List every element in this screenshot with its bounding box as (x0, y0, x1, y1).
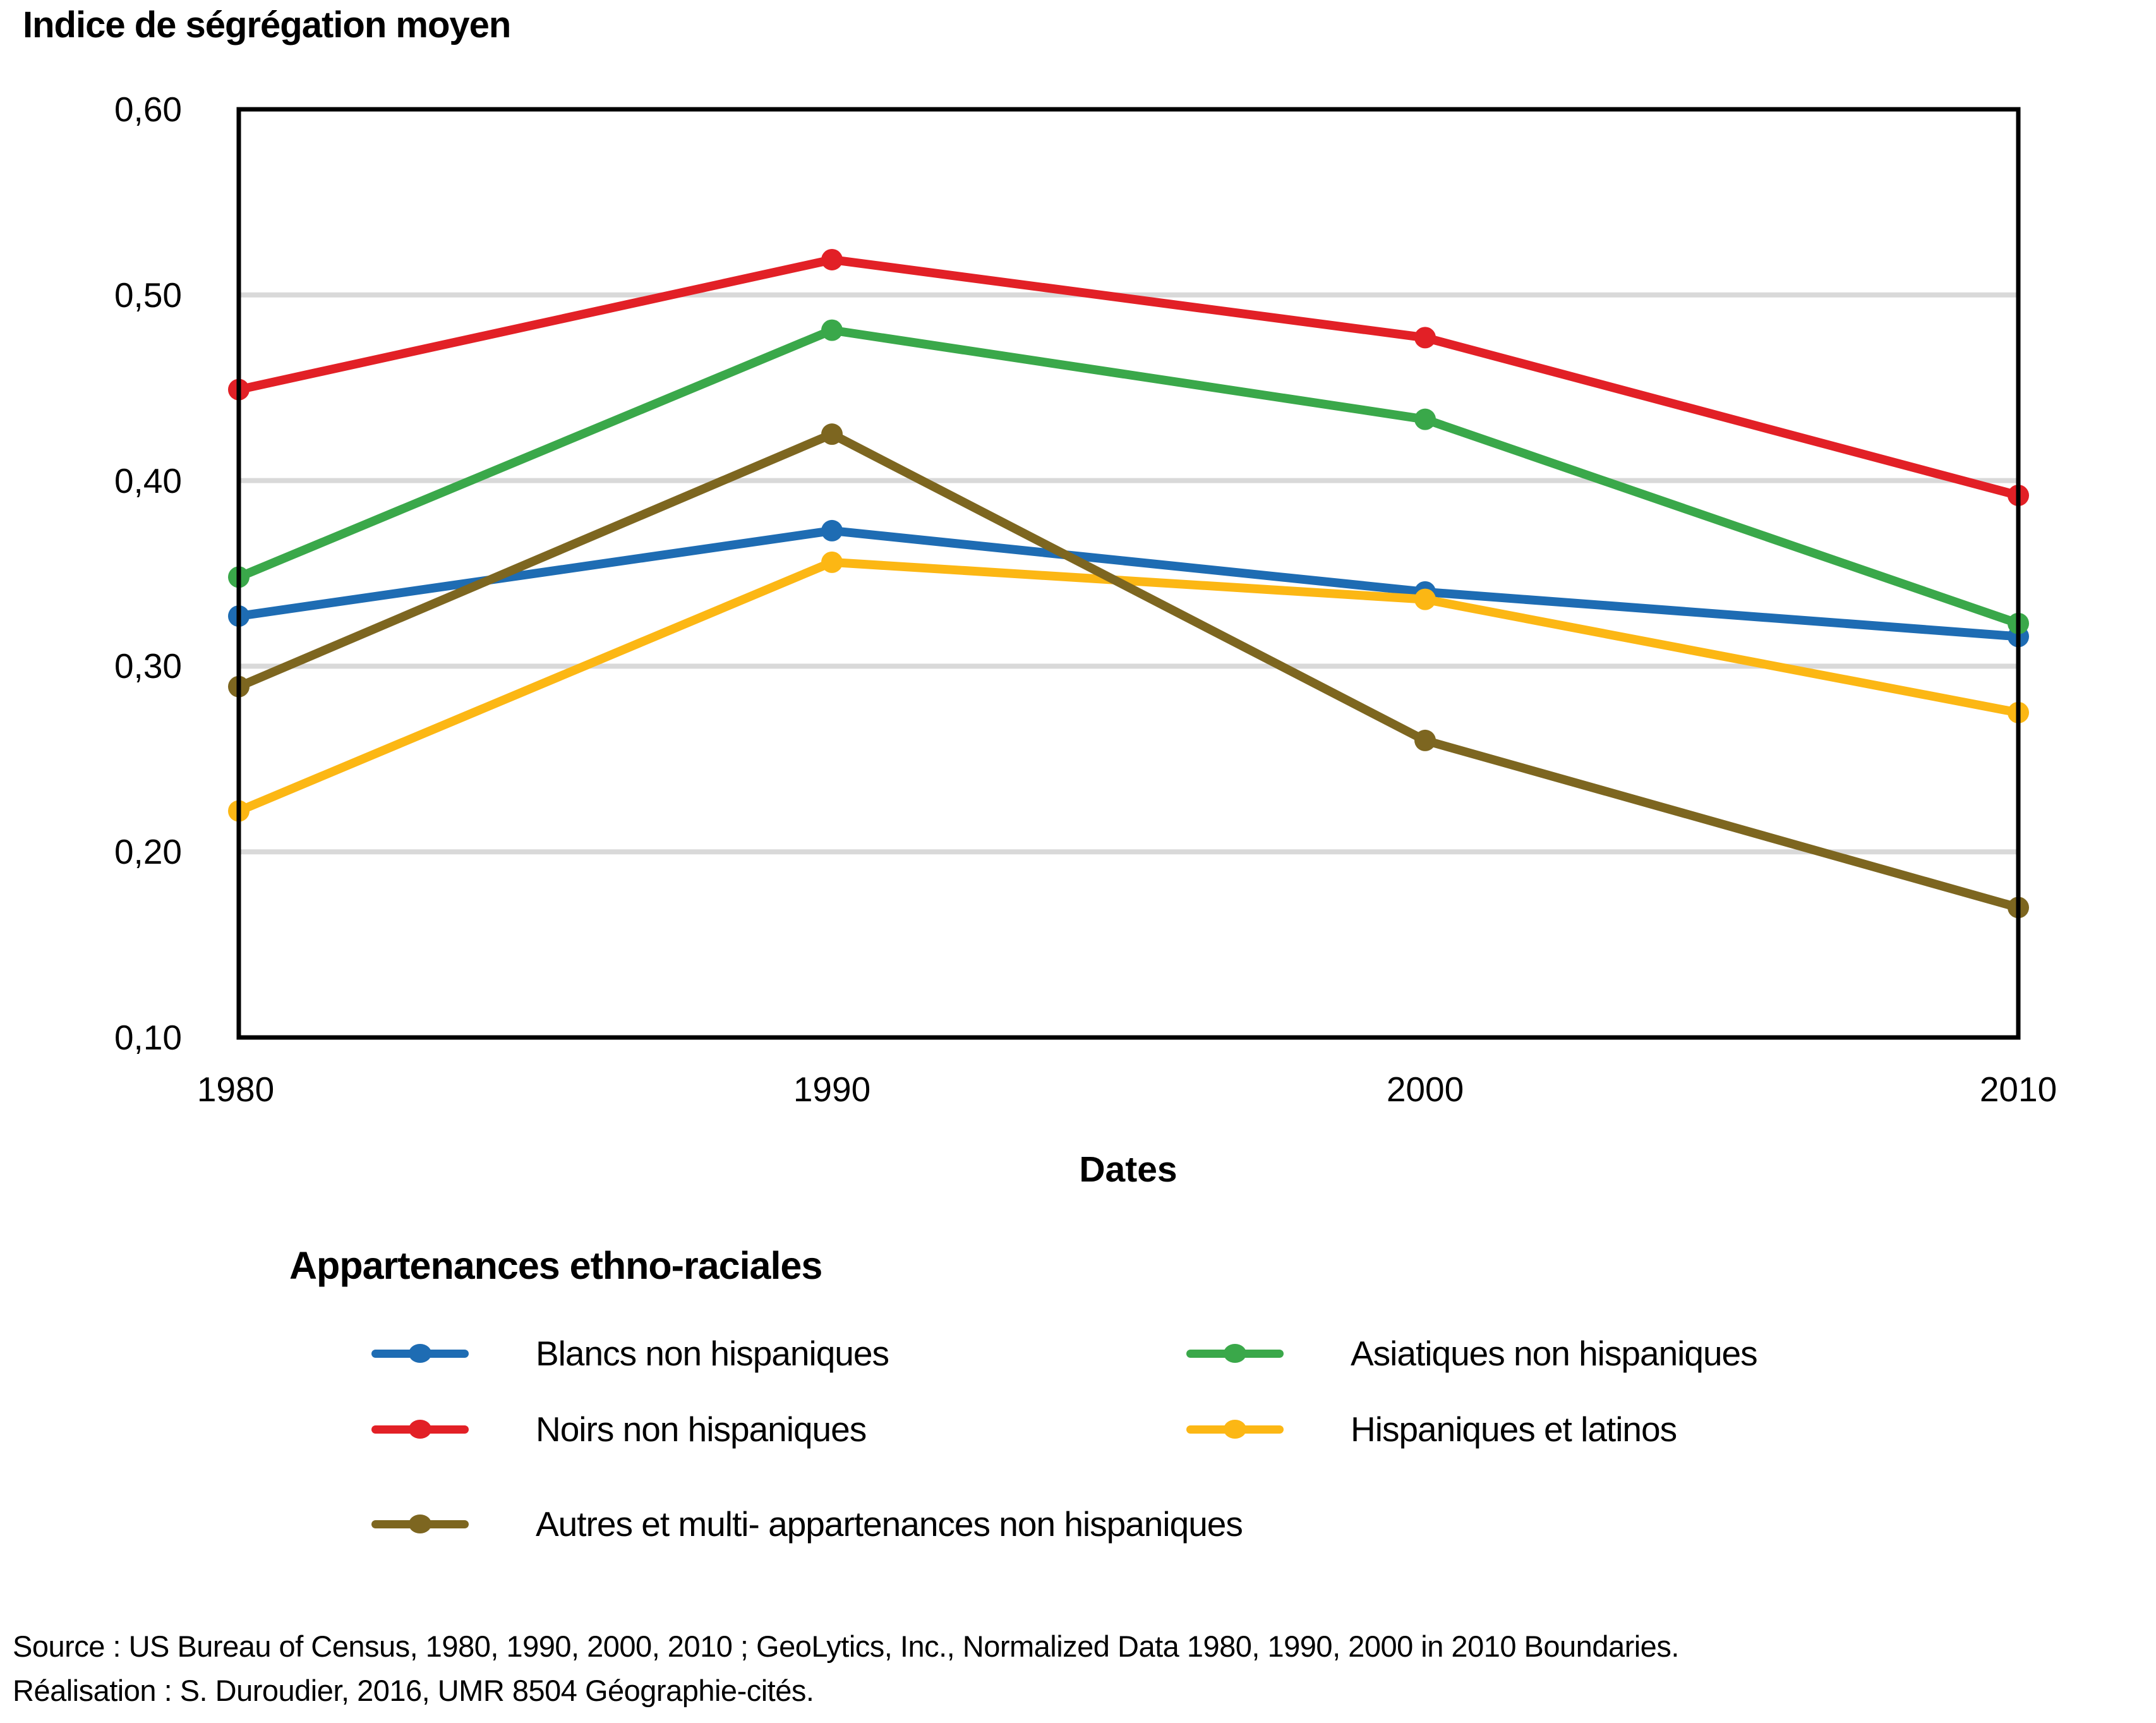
legend-marker-hispaniques (1186, 1420, 1284, 1439)
legend-marker-autres (371, 1514, 469, 1533)
chart-title: Indice de ségrégation moyen (23, 4, 511, 45)
data-point (821, 248, 843, 270)
source-text: Source : US Bureau of Census, 1980, 1990… (13, 1629, 1679, 1663)
legend-title: Appartenances ethno-raciales (289, 1244, 822, 1287)
data-point (1414, 408, 1436, 430)
legend-marker-asiatiques (1186, 1344, 1284, 1363)
data-point (821, 319, 843, 341)
legend-label-blancs: Blancs non hispaniques (536, 1334, 889, 1373)
legend-marker-blancs (371, 1344, 469, 1363)
series-line (234, 526, 2023, 641)
plot-border (236, 107, 2021, 1040)
legend-label-autres: Autres et multi- appartenances non hispa… (536, 1504, 1243, 1544)
data-point (1414, 729, 1436, 751)
y-tick-label: 0,50 (114, 275, 182, 315)
legend-marker-noirs (371, 1420, 469, 1439)
realisation-text: Réalisation : S. Duroudier, 2016, UMR 85… (13, 1674, 814, 1707)
data-point (821, 519, 843, 541)
y-tick-label: 0,10 (114, 1018, 182, 1057)
legend-label-asiatiques: Asiatiques non hispaniques (1351, 1334, 1758, 1373)
y-tick-label: 0,20 (114, 832, 182, 871)
x-axis-title: Dates (1079, 1149, 1177, 1190)
legend-label-hispaniques: Hispaniques et latinos (1351, 1410, 1677, 1449)
x-tick-label: 2010 (1979, 1070, 2057, 1109)
y-tick-label: 0,60 (114, 90, 182, 129)
x-tick-label: 1990 (793, 1070, 871, 1109)
y-tick-label: 0,40 (114, 461, 182, 500)
series-line (234, 325, 2023, 628)
data-point (1414, 588, 1436, 610)
x-tick-label: 2000 (1386, 1070, 1464, 1109)
series-line (234, 430, 2023, 912)
x-tick-label: 1980 (196, 1070, 275, 1109)
legend-label-noirs: Noirs non hispaniques (536, 1410, 867, 1449)
series-line (234, 557, 2023, 816)
data-point (821, 551, 843, 573)
data-point (821, 423, 843, 445)
series-line (234, 255, 2023, 500)
data-point (1414, 327, 1436, 349)
y-tick-label: 0,30 (114, 646, 182, 686)
